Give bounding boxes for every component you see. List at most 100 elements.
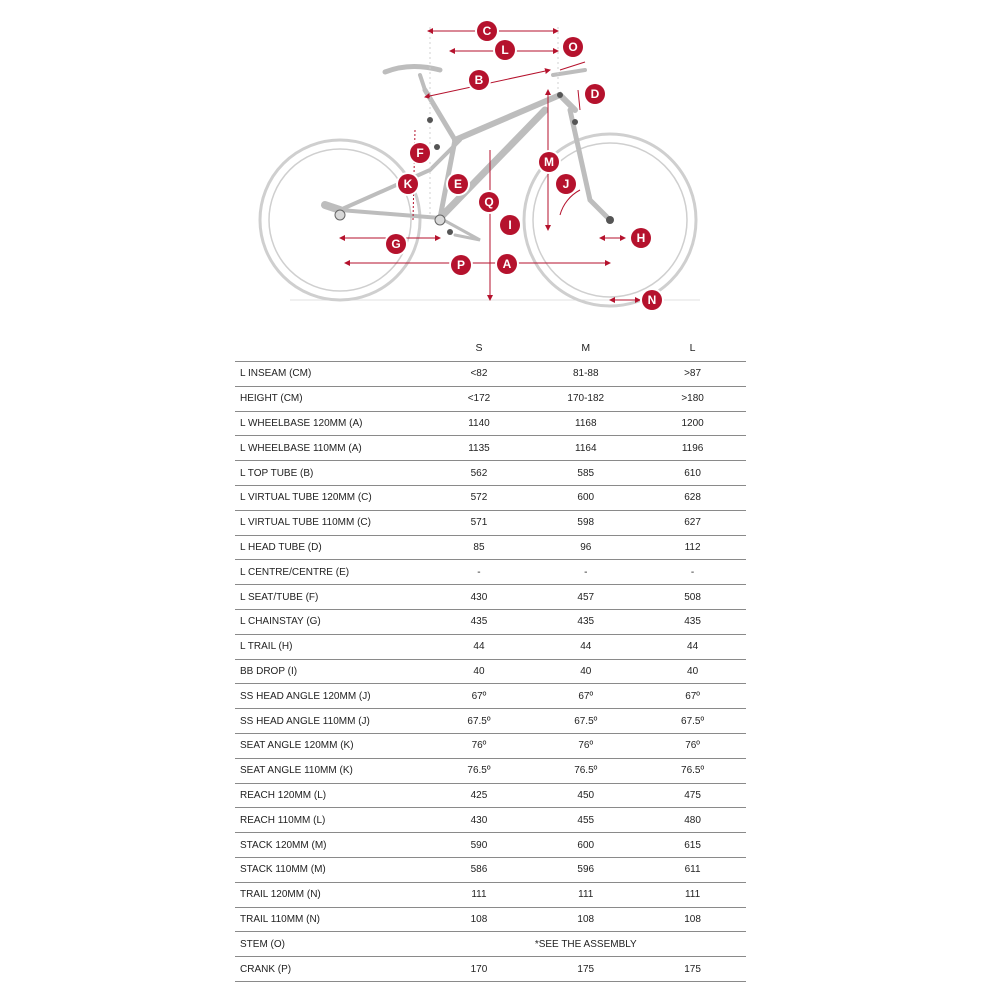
value-l: 1196 xyxy=(639,435,746,462)
marker-e: E xyxy=(448,174,468,194)
value-l: 67.5º xyxy=(639,708,746,734)
pivot-points xyxy=(334,92,614,235)
value-l: 67º xyxy=(639,683,746,710)
value-l: 435 xyxy=(639,609,746,635)
marker-m: M xyxy=(539,152,559,172)
row-label: L TRAIL (H) xyxy=(235,634,426,660)
bike-geometry-diagram: C L O B D F K E Q M J I G H P A N xyxy=(0,0,1000,330)
value-m: - xyxy=(532,559,640,586)
value-l: 508 xyxy=(639,584,746,610)
marker-k: K xyxy=(398,174,418,194)
row-label: SEAT ANGLE 120MM (K) xyxy=(235,733,426,759)
value-m: 455 xyxy=(532,807,640,834)
value-m: 67º xyxy=(532,683,640,710)
value-s: 170 xyxy=(425,956,533,982)
marker-d: D xyxy=(585,84,605,104)
dim-j xyxy=(559,189,581,216)
value-s: 572 xyxy=(425,485,533,511)
row-label: STACK 110MM (M) xyxy=(235,857,426,883)
size-header-s: S xyxy=(425,335,533,362)
value-s: 430 xyxy=(425,584,533,610)
row-label: L CENTRE/CENTRE (E) xyxy=(235,559,426,586)
table-row: L CENTRE/CENTRE (E) - - - xyxy=(235,559,746,586)
value-s: 435 xyxy=(425,609,533,635)
value-l: 111 xyxy=(639,882,746,908)
row-label: L SEAT/TUBE (F) xyxy=(235,584,426,610)
value-m: 44 xyxy=(532,634,640,660)
value-m: 450 xyxy=(532,783,640,809)
row-label: SEAT ANGLE 110MM (K) xyxy=(235,758,426,784)
value-m: 108 xyxy=(532,907,640,933)
value-s: 1135 xyxy=(425,435,533,462)
value-m: 600 xyxy=(532,832,640,858)
table-row: TRAIL 120MM (N) 111 111 111 xyxy=(235,882,746,908)
geometry-table-body: L INSEAM (CM) <82 81-88 >87 HEIGHT (CM) <172 1… xyxy=(235,361,746,982)
value-m: 175 xyxy=(532,956,640,982)
value-m: 76º xyxy=(532,733,640,759)
row-label: REACH 110MM (L) xyxy=(235,807,426,834)
value-s: 111 xyxy=(425,882,533,908)
value-s: - xyxy=(425,559,533,586)
table-header-row: S M L xyxy=(235,335,746,362)
value-m: 435 xyxy=(532,609,640,635)
table-row: REACH 120MM (L) 425 450 475 xyxy=(235,783,746,809)
row-note: *SEE THE ASSEMBLY xyxy=(425,931,746,958)
row-label: REACH 120MM (L) xyxy=(235,783,426,809)
value-s: 76.5º xyxy=(425,758,533,784)
row-label: L HEAD TUBE (D) xyxy=(235,535,426,561)
value-m: 111 xyxy=(532,882,640,908)
marker-i: I xyxy=(500,215,520,235)
table-row: REACH 110MM (L) 430 455 480 xyxy=(235,807,746,834)
value-m: 76.5º xyxy=(532,758,640,784)
value-l: 627 xyxy=(639,510,746,536)
row-label: CRANK (P) xyxy=(235,956,426,982)
marker-j: J xyxy=(556,174,576,194)
table-row: STACK 120MM (M) 590 600 615 xyxy=(235,832,746,858)
value-m: 40 xyxy=(532,659,640,685)
table-row: L HEAD TUBE (D) 85 96 112 xyxy=(235,535,746,561)
row-label: SS HEAD ANGLE 110MM (J) xyxy=(235,708,426,734)
table-row: L WHEELBASE 110MM (A) 1135 1164 1196 xyxy=(235,435,746,462)
table-row: SS HEAD ANGLE 110MM (J) 67.5º 67.5º 67.5º xyxy=(235,708,746,734)
row-label: STACK 120MM (M) xyxy=(235,832,426,858)
value-s: 67º xyxy=(425,683,533,710)
value-m: 1164 xyxy=(532,435,640,462)
value-s: 425 xyxy=(425,783,533,809)
table-row: L INSEAM (CM) <82 81-88 >87 xyxy=(235,361,746,387)
value-m: 598 xyxy=(532,510,640,536)
table-row: L TRAIL (H) 44 44 44 xyxy=(235,634,746,660)
value-l: 480 xyxy=(639,807,746,834)
table-row: L VIRTUAL TUBE 120MM (C) 572 600 628 xyxy=(235,485,746,511)
value-l: 615 xyxy=(639,832,746,858)
value-s: 571 xyxy=(425,510,533,536)
value-l: 1200 xyxy=(639,411,746,437)
row-label: L TOP TUBE (B) xyxy=(235,460,426,486)
table-row: BB DROP (I) 40 40 40 xyxy=(235,659,746,685)
value-m: 585 xyxy=(532,460,640,486)
value-s: 590 xyxy=(425,832,533,858)
value-l: 76º xyxy=(639,733,746,759)
value-m: 170-182 xyxy=(532,386,640,412)
value-m: 1168 xyxy=(532,411,640,437)
row-label: L WHEELBASE 120MM (A) xyxy=(235,411,426,437)
row-label: STEM (O) xyxy=(235,931,426,958)
row-label: BB DROP (I) xyxy=(235,659,426,685)
size-header-m: M xyxy=(532,335,640,362)
row-label: L CHAINSTAY (G) xyxy=(235,609,426,635)
marker-h: H xyxy=(631,228,651,248)
marker-l: L xyxy=(495,40,515,60)
table-row: SS HEAD ANGLE 120MM (J) 67º 67º 67º xyxy=(235,683,746,710)
value-l: 112 xyxy=(639,535,746,561)
value-s: 430 xyxy=(425,807,533,834)
value-s: <172 xyxy=(425,386,533,412)
table-row: TRAIL 110MM (N) 108 108 108 xyxy=(235,907,746,933)
table-row: L VIRTUAL TUBE 110MM (C) 571 598 627 xyxy=(235,510,746,536)
value-s: 44 xyxy=(425,634,533,660)
value-s: 562 xyxy=(425,460,533,486)
value-m: 596 xyxy=(532,857,640,883)
geometry-table: S M L L INSEAM (CM) <82 81-88 >87 HEIGHT (CM… xyxy=(235,335,746,982)
table-row: L SEAT/TUBE (F) 430 457 508 xyxy=(235,584,746,610)
row-label: L VIRTUAL TUBE 110MM (C) xyxy=(235,510,426,536)
value-l: >87 xyxy=(639,361,746,387)
value-l: >180 xyxy=(639,386,746,412)
